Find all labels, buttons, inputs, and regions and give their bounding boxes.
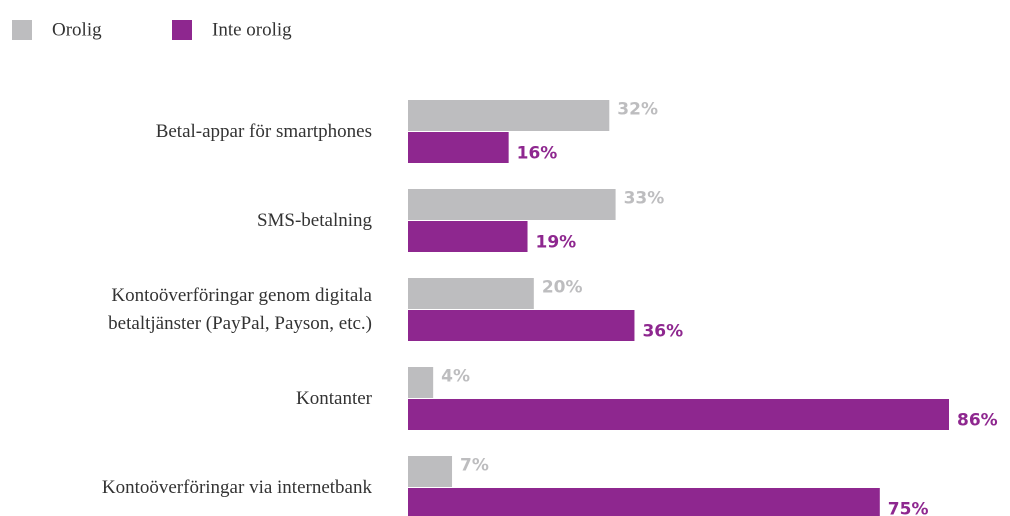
value-label: 32% — [617, 100, 658, 120]
category-label: Kontanter — [296, 388, 372, 409]
bar — [408, 488, 880, 516]
legend-swatch — [172, 20, 192, 40]
value-label: 16% — [517, 144, 558, 164]
category-label: Kontoöverföringar via internetbank — [101, 477, 372, 498]
value-label: 4% — [441, 367, 470, 387]
value-label: 36% — [642, 322, 683, 342]
value-label: 19% — [536, 233, 577, 253]
value-label: 20% — [542, 278, 583, 298]
bar — [408, 310, 635, 341]
legend-swatch — [12, 20, 32, 40]
category-label: Betal-appar för smartphones — [155, 121, 372, 142]
category-label: SMS-betalning — [256, 210, 372, 231]
value-label: 75% — [888, 500, 929, 516]
bar — [408, 100, 610, 131]
value-label: 86% — [957, 411, 998, 431]
bar — [408, 456, 453, 487]
category-label: Kontoöverföringar genom digitala betaltj… — [108, 285, 372, 334]
bar — [408, 367, 434, 398]
bar — [408, 399, 949, 430]
value-label: 33% — [624, 189, 665, 209]
legend-label: Orolig — [52, 19, 102, 40]
bar — [408, 189, 616, 220]
bar — [408, 278, 534, 309]
bar — [408, 132, 509, 163]
legend-label: Inte orolig — [212, 19, 292, 40]
bar — [408, 221, 528, 252]
value-label: 7% — [460, 456, 489, 476]
